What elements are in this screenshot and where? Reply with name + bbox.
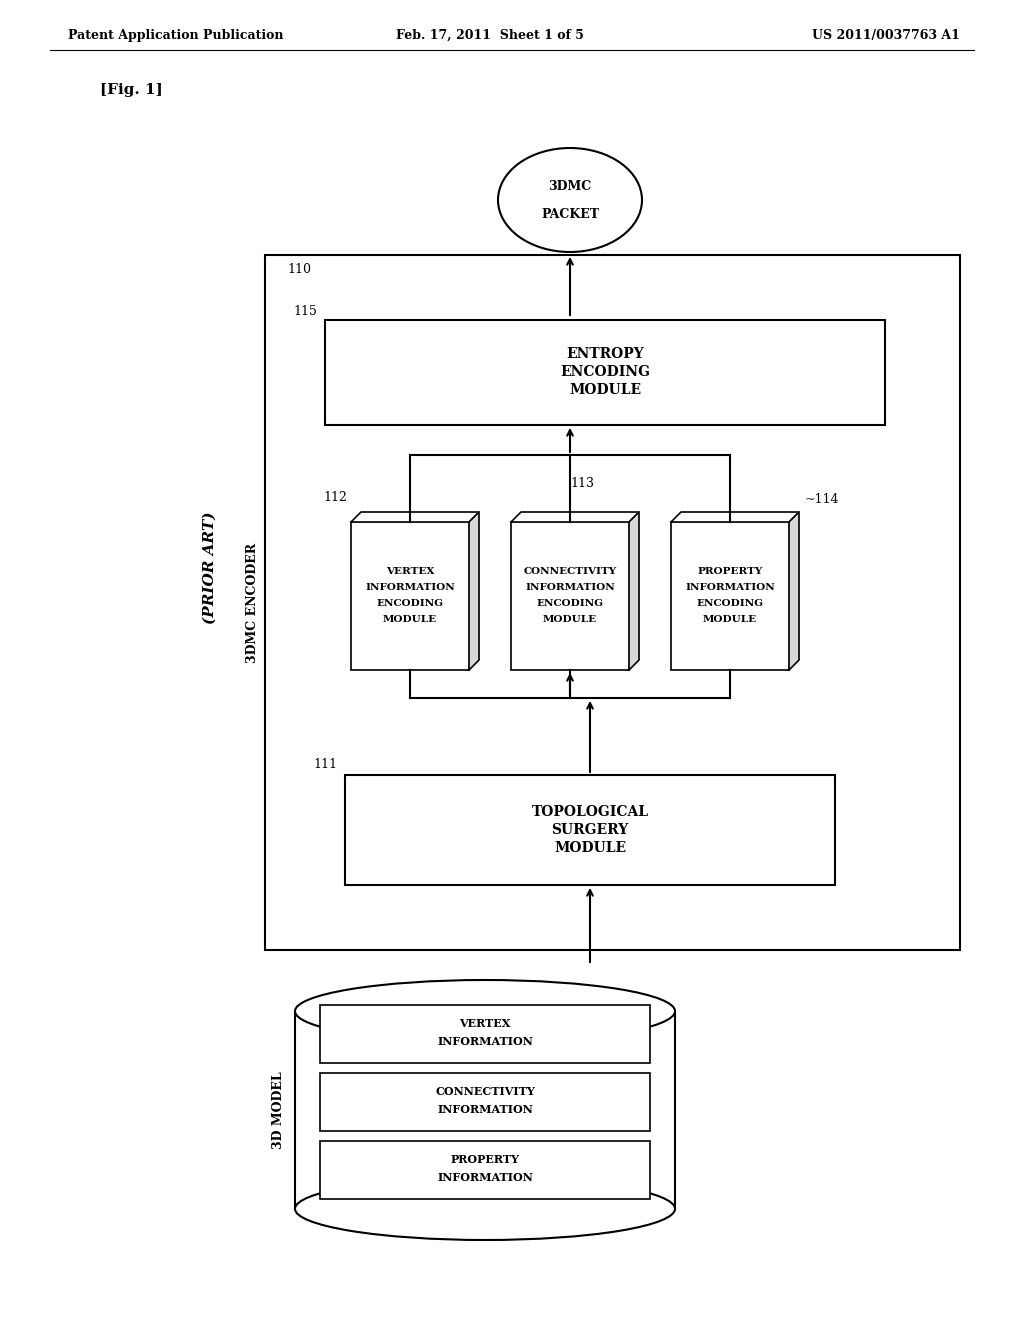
Text: 3DMC ENCODER: 3DMC ENCODER [247, 543, 259, 663]
Bar [511, 521, 629, 671]
Text: CONNECTIVITY: CONNECTIVITY [523, 568, 616, 577]
Text: CONNECTIVITY: CONNECTIVITY [435, 1086, 535, 1097]
Ellipse shape [295, 979, 675, 1043]
Text: VERTEX: VERTEX [460, 1018, 511, 1030]
Text: Feb. 17, 2011  Sheet 1 of 5: Feb. 17, 2011 Sheet 1 of 5 [396, 29, 584, 41]
Bar [671, 521, 790, 671]
Polygon shape [511, 512, 639, 521]
Text: SURGERY: SURGERY [551, 822, 629, 837]
Text: 115: 115 [293, 305, 317, 318]
Text: 111: 111 [313, 758, 337, 771]
Text: ~114: ~114 [805, 492, 840, 506]
Polygon shape [351, 512, 479, 521]
Text: INFORMATION: INFORMATION [437, 1105, 532, 1115]
Text: 3D MODEL: 3D MODEL [272, 1072, 286, 1148]
Text: PACKET: PACKET [541, 207, 599, 220]
Text: 3DMC: 3DMC [549, 180, 592, 193]
Text: PROPERTY: PROPERTY [451, 1154, 519, 1166]
Text: VERTEX: VERTEX [386, 568, 434, 577]
Text: INFORMATION: INFORMATION [366, 583, 455, 593]
Bar [319, 1005, 650, 1063]
Text: TOPOLOGICAL: TOPOLOGICAL [531, 805, 648, 818]
Ellipse shape [498, 148, 642, 252]
Text: PROPERTY: PROPERTY [697, 568, 763, 577]
Text: 110: 110 [287, 263, 311, 276]
Text: MODULE: MODULE [702, 615, 757, 624]
Polygon shape [790, 512, 799, 671]
Bar [351, 521, 469, 671]
Text: 113: 113 [570, 477, 594, 490]
Text: MODULE: MODULE [554, 841, 626, 855]
Bar [325, 319, 885, 425]
Bar [319, 1140, 650, 1199]
Text: Patent Application Publication: Patent Application Publication [68, 29, 284, 41]
Bar [295, 1011, 675, 1209]
Text: US 2011/0037763 A1: US 2011/0037763 A1 [812, 29, 961, 41]
Polygon shape [629, 512, 639, 671]
Text: INFORMATION: INFORMATION [437, 1036, 532, 1047]
Polygon shape [469, 512, 479, 671]
Text: INFORMATION: INFORMATION [685, 583, 775, 593]
Text: (PRIOR ART): (PRIOR ART) [203, 511, 217, 624]
Text: INFORMATION: INFORMATION [437, 1172, 532, 1183]
Text: MODULE: MODULE [543, 615, 597, 624]
Polygon shape [671, 512, 799, 521]
Text: INFORMATION: INFORMATION [525, 583, 614, 593]
Text: 112: 112 [324, 491, 347, 504]
Text: MODULE: MODULE [383, 615, 437, 624]
Bar [345, 775, 835, 884]
Text: ENCODING: ENCODING [377, 599, 443, 609]
Text: ENCODING: ENCODING [696, 599, 764, 609]
Ellipse shape [295, 1177, 675, 1239]
Text: ENTROPY: ENTROPY [566, 347, 644, 362]
Text: MODULE: MODULE [569, 384, 641, 397]
Text: ENCODING: ENCODING [560, 366, 650, 380]
Text: [Fig. 1]: [Fig. 1] [100, 83, 163, 96]
Bar [319, 1073, 650, 1131]
Text: ENCODING: ENCODING [537, 599, 603, 609]
Bar [265, 255, 961, 950]
